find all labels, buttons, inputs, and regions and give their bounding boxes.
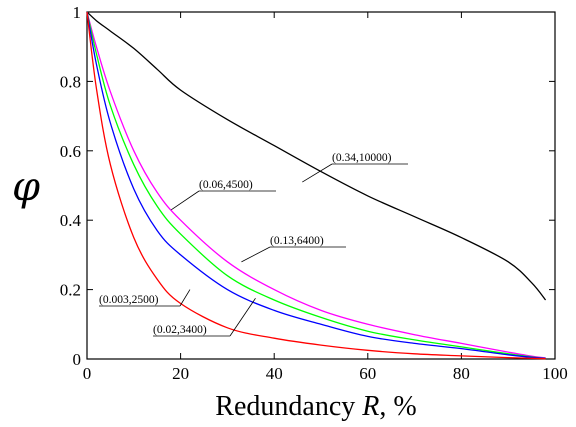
plot-frame [86, 11, 556, 360]
series-lines [86, 11, 547, 360]
x-tick-label: 0 [83, 364, 92, 383]
y-tick-label: 1 [73, 3, 82, 22]
annotations: (0.34,10000) (0.06,4500) (0.13,6400) (0.02,… [99, 152, 408, 337]
y-tick-label: 0.2 [60, 281, 81, 300]
annotation-1: (0.06,4500) [171, 179, 276, 211]
x-axis-label: Redundancy R, % [215, 391, 416, 422]
annotation-leader [302, 163, 333, 183]
annotation-label: (0.003,2500) [99, 294, 159, 306]
series-line-3 [86, 11, 546, 359]
annotation-leader [171, 190, 200, 211]
x-axis-label-prefix: Redundancy [215, 391, 355, 422]
y-tick-label: 0.6 [60, 142, 81, 161]
annotation-leader [179, 289, 191, 307]
annotation-3: (0.02,3400) [153, 298, 256, 337]
x-tick-label: 100 [542, 364, 568, 383]
axis-ticks [86, 11, 556, 360]
annotation-leader [241, 246, 271, 263]
annotation-label: (0.02,3400) [153, 324, 207, 336]
annotation-2: (0.13,6400) [241, 235, 346, 263]
annotation-label: (0.13,6400) [270, 235, 324, 247]
x-tick-label: 40 [266, 364, 283, 383]
x-axis-label-var: R [361, 391, 379, 422]
x-tick-label: 60 [359, 364, 376, 383]
tick-labels: 0 20 40 60 80 100 0 0.2 0.4 0.6 0.8 1 [60, 3, 568, 383]
series-line-1 [86, 11, 546, 359]
annotation-leader [229, 298, 256, 337]
series-line-2 [86, 11, 546, 359]
annotation-0: (0.34,10000) [302, 152, 408, 183]
y-tick-label: 0.4 [60, 211, 82, 230]
annotation-4: (0.003,2500) [99, 289, 191, 307]
x-axis-label-suffix: , % [379, 391, 416, 422]
x-tick-label: 20 [172, 364, 189, 383]
series-line-0 [86, 11, 547, 301]
x-tick-label: 80 [453, 364, 470, 383]
y-tick-label: 0.8 [60, 72, 81, 91]
series-line-4 [86, 11, 546, 360]
annotation-label: (0.34,10000) [332, 152, 392, 164]
annotation-label: (0.06,4500) [199, 179, 253, 191]
y-tick-label: 0 [73, 350, 82, 369]
y-axis-label: φ [12, 164, 40, 210]
